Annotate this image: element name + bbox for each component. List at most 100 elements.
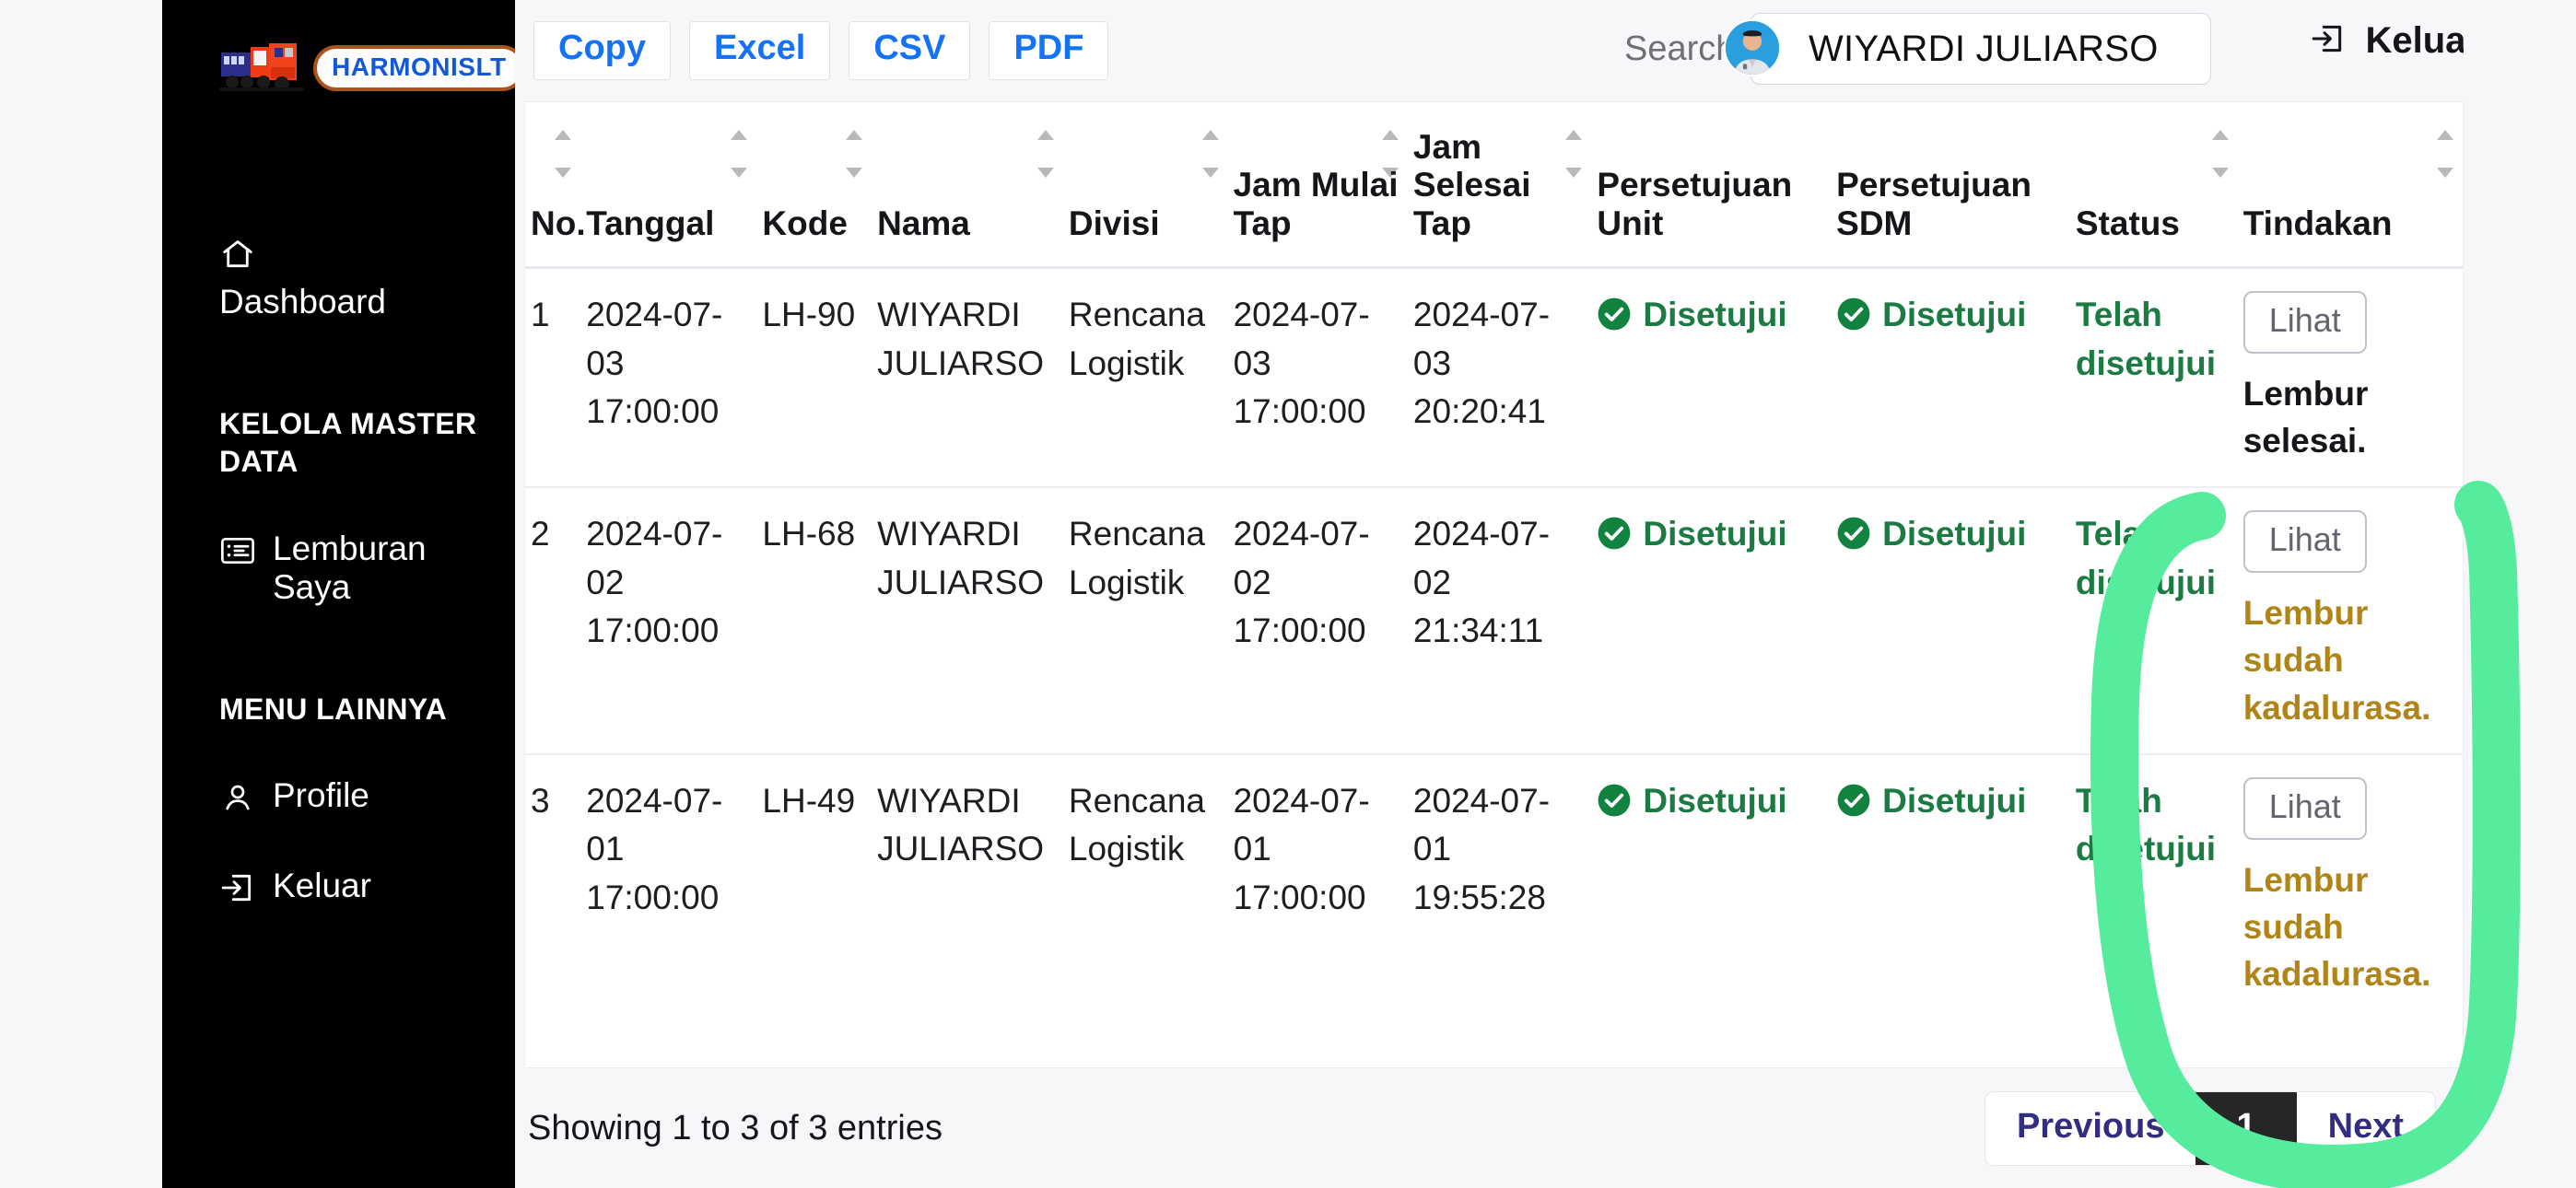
csv-button[interactable]: CSV xyxy=(849,21,971,80)
logout-icon xyxy=(2311,22,2346,60)
approval-label: Disetujui xyxy=(1882,781,2027,820)
column-label: Status xyxy=(2075,204,2180,242)
sidebar-item-lemburan-saya[interactable]: Lemburan Saya xyxy=(162,530,515,608)
copy-button[interactable]: Copy xyxy=(533,21,671,80)
sort-arrows-icon[interactable] xyxy=(555,130,572,178)
cell-no: 3 xyxy=(531,781,550,820)
sidebar-section-kelola-master-data: KELOLA MASTER DATA xyxy=(219,406,477,479)
cell-persetujuan-sdm: Disetujui xyxy=(1831,754,2070,1019)
cell-divisi: Rencana Logistik xyxy=(1062,267,1228,489)
sidebar-item-label: Profile xyxy=(273,776,369,815)
sort-arrows-icon[interactable] xyxy=(846,130,863,178)
sort-arrows-icon[interactable] xyxy=(2437,130,2453,178)
cell-nama: WIYARDI JULIARSO xyxy=(877,781,1045,868)
brand[interactable]: HARMONISLT xyxy=(162,0,525,136)
pagination-previous[interactable]: Previous xyxy=(2016,1106,2165,1146)
sort-arrows-icon[interactable] xyxy=(1381,130,1399,178)
cell-persetujuan-unit: Disetujui xyxy=(1591,487,1832,755)
table-toolbar: Copy Excel CSV PDF Search: xyxy=(515,0,2576,101)
column-header-tanggal[interactable]: Tanggal xyxy=(580,102,757,270)
locomotive-icon xyxy=(219,40,304,97)
pagination-next[interactable]: Next xyxy=(2327,1106,2404,1146)
column-label: Jam Mulai Tap xyxy=(1233,166,1399,242)
row-note: Lembur sudah kadalurasa. xyxy=(2242,594,2431,727)
column-header-nama[interactable]: Nama xyxy=(872,102,1063,270)
sort-arrows-icon[interactable] xyxy=(1201,130,1219,178)
header-logout-label: Keluar xyxy=(2365,20,2481,61)
column-header-status[interactable]: Status xyxy=(2069,102,2238,270)
brand-name: HARMONISLT xyxy=(332,52,507,81)
column-header-jam-selesai-tap[interactable]: Jam Selesai Tap xyxy=(1407,102,1592,270)
list-icon xyxy=(219,530,256,572)
sidebar-item-label: Lemburan Saya xyxy=(273,529,427,607)
user-icon xyxy=(219,776,256,819)
sidebar-nav: Dashboard KELOLA MASTER DATA Lemburan Sa… xyxy=(162,136,515,909)
main-content: Copy Excel CSV PDF Search: xyxy=(515,0,2576,1188)
cell-tindakan: Lihat Lembur sudah kadalurasa. xyxy=(2237,487,2463,755)
pdf-button[interactable]: PDF xyxy=(989,21,1109,80)
search-area: Search: WIYARDI JULIARSO xyxy=(1624,13,2211,85)
sidebar-item-keluar[interactable]: Keluar xyxy=(162,867,515,909)
search-input[interactable]: WIYARDI JULIARSO xyxy=(1724,13,2211,85)
brand-pill: HARMONISLT xyxy=(313,45,525,91)
column-label: Persetujuan SDM xyxy=(1836,166,2032,242)
pagination-page-1[interactable]: 1 xyxy=(2195,1091,2297,1165)
column-header-persetujuan-sdm: Persetujuan SDM xyxy=(1831,102,2070,270)
lihat-button[interactable]: Lihat xyxy=(2242,776,2367,840)
sidebar: HARMONISLT Dashboard KELOLA MASTER DATA xyxy=(162,0,525,1188)
lihat-button[interactable]: Lihat xyxy=(2242,291,2367,355)
cell-jam-selesai-tap: 2024-07-01 19:55:28 xyxy=(1412,781,1551,916)
cell-kode: LH-68 xyxy=(756,487,872,755)
cell-persetujuan-unit: Disetujui xyxy=(1591,267,1832,489)
column-header-divisi[interactable]: Divisi xyxy=(1062,102,1228,270)
table-row: 1 2024-07-03 17:00:00 LH-90 WIYARDI JULI… xyxy=(525,267,2463,489)
export-button-group: Copy Excel CSV PDF xyxy=(515,21,1109,80)
cell-jam-mulai-tap: 2024-07-01 17:00:00 xyxy=(1233,781,1370,916)
check-circle-icon xyxy=(1597,783,1632,818)
column-label: Kode xyxy=(762,204,848,242)
header-logout-button[interactable]: Keluar xyxy=(2311,20,2481,62)
table-row: 3 2024-07-01 17:00:00 LH-49 WIYARDI JULI… xyxy=(525,754,2463,1019)
column-label: Tanggal xyxy=(586,204,715,242)
check-circle-icon xyxy=(1836,297,1871,332)
lihat-button[interactable]: Lihat xyxy=(2242,510,2367,574)
logout-icon xyxy=(219,867,256,909)
column-label: Persetujuan Unit xyxy=(1597,166,1793,242)
overtime-table-card: No. Tanggal Kode Nama xyxy=(524,101,2464,1068)
sidebar-item-profile[interactable]: Profile xyxy=(162,776,515,819)
search-value: WIYARDI JULIARSO xyxy=(1809,28,2159,69)
column-header-tindakan[interactable]: Tindakan xyxy=(2237,102,2463,270)
table-row: 2 2024-07-02 17:00:00 LH-68 WIYARDI JULI… xyxy=(525,487,2463,755)
cell-jam-selesai-tap: 2024-07-02 21:34:11 xyxy=(1407,487,1592,755)
showing-entries-text: Showing 1 to 3 of 3 entries xyxy=(528,1108,943,1147)
sidebar-item-label: Keluar xyxy=(273,867,371,905)
approval-label: Disetujui xyxy=(1643,781,1787,820)
column-header-kode[interactable]: Kode xyxy=(756,102,872,270)
sort-arrows-icon[interactable] xyxy=(2211,130,2229,178)
user-avatar xyxy=(1724,19,1781,76)
check-circle-icon xyxy=(1836,783,1871,818)
column-label: No. xyxy=(531,204,586,242)
column-header-jam-mulai-tap[interactable]: Jam Mulai Tap xyxy=(1227,102,1408,270)
pagination: Previous 1 Next xyxy=(1984,1090,2436,1166)
column-header-no[interactable]: No. xyxy=(525,102,586,270)
cell-nama: WIYARDI JULIARSO xyxy=(872,487,1063,755)
cell-tanggal: 2024-07-03 17:00:00 xyxy=(580,267,757,489)
cell-divisi: Rencana Logistik xyxy=(1068,781,1205,868)
sidebar-item-dashboard[interactable]: Dashboard xyxy=(162,233,515,322)
check-circle-icon xyxy=(1597,297,1632,332)
approval-label: Disetujui xyxy=(1882,296,2027,334)
check-circle-icon xyxy=(1836,516,1871,551)
cell-jam-mulai-tap: 2024-07-03 17:00:00 xyxy=(1227,267,1408,489)
table-head: No. Tanggal Kode Nama xyxy=(525,102,2463,270)
cell-persetujuan-sdm: Disetujui xyxy=(1831,267,2070,489)
sort-arrows-icon[interactable] xyxy=(731,130,748,178)
sort-arrows-icon[interactable] xyxy=(1565,130,1583,178)
row-note: Lembur selesai. xyxy=(2242,375,2369,460)
status-badge: Telah disetujui xyxy=(2069,487,2238,755)
excel-button[interactable]: Excel xyxy=(689,21,831,80)
sort-arrows-icon[interactable] xyxy=(1036,130,1054,178)
left-gutter xyxy=(0,0,162,1188)
cell-tindakan: Lihat Lembur selesai. xyxy=(2237,267,2463,489)
